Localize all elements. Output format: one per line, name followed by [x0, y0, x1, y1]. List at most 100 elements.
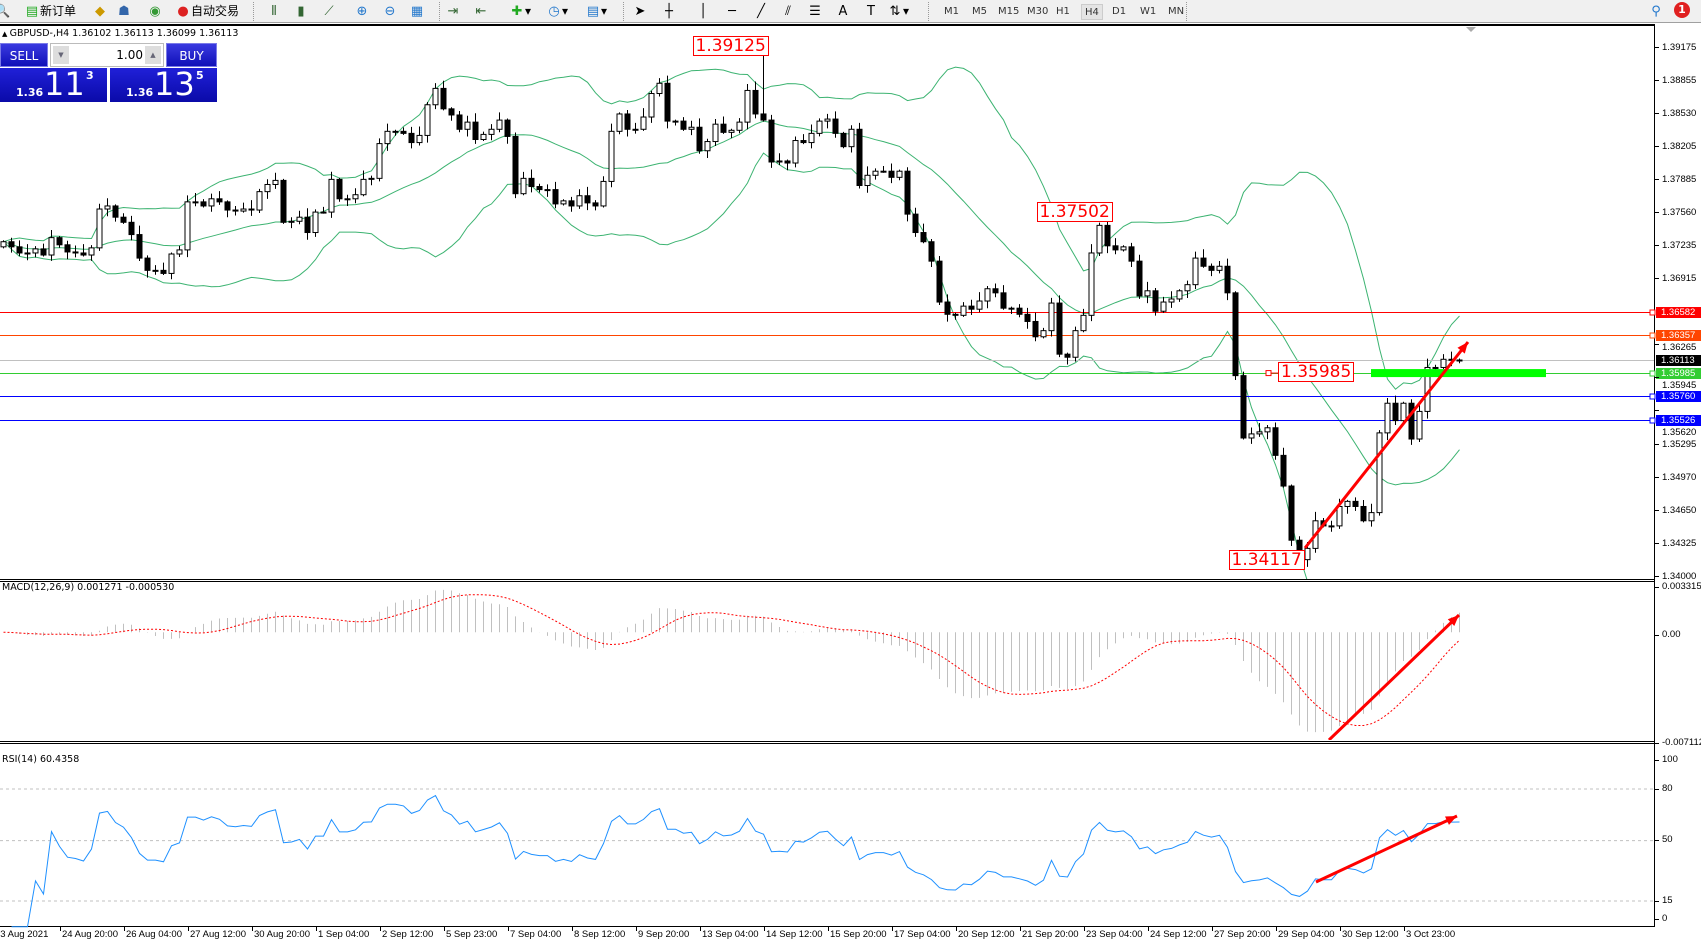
candle-bullish [688, 126, 695, 130]
timeframe-mn[interactable]: MN [1168, 6, 1185, 17]
time-axis-tick [1276, 927, 1277, 931]
level-handle [1649, 309, 1656, 316]
candle-bearish [408, 132, 415, 144]
price-axis-tick [1655, 543, 1659, 544]
candle-bearish [952, 313, 959, 316]
candle-bullish [960, 305, 967, 316]
vertical-line-icon[interactable]: │ [699, 4, 707, 19]
price-axis-tick [1655, 477, 1659, 478]
candle-bearish [16, 246, 23, 254]
candle-bearish [144, 257, 151, 271]
price-axis-label: 1.34970 [1662, 471, 1697, 483]
chart-shift-marker [1466, 27, 1476, 32]
timeframe-m1[interactable]: M1 [944, 6, 959, 17]
candle-bearish [944, 301, 951, 315]
horizontal-line-icon[interactable]: ─ [728, 4, 736, 19]
timeframe-d1[interactable]: D1 [1112, 6, 1127, 17]
candle-bearish [456, 114, 463, 130]
auto-trading-button[interactable]: ● 自动交易 [175, 3, 239, 20]
lot-value[interactable]: 1.00 [116, 48, 143, 62]
rsi-label: RSI(14) 60.4358 [2, 754, 80, 765]
text-icon[interactable]: A [838, 4, 848, 19]
crosshair-icon[interactable]: ┼ [665, 4, 673, 19]
candle-bearish [1024, 313, 1031, 322]
candle-bullish [576, 195, 583, 207]
pane-divider[interactable] [0, 579, 1655, 580]
timeframe-m15[interactable]: M15 [998, 6, 1020, 17]
candle-bearish [472, 121, 479, 141]
candle-bullish [1432, 366, 1439, 369]
candle-bullish [880, 170, 887, 173]
separator [928, 2, 929, 21]
time-axis-tick [1020, 927, 1021, 931]
trendline-icon[interactable]: ╱ [757, 4, 765, 19]
candle-bullish [360, 178, 367, 196]
search-icon[interactable]: ⚲ [1651, 4, 1661, 19]
notifications-button[interactable]: 1 [1674, 1, 1690, 18]
lot-size-input[interactable]: ▼ 1.00 ▲ [50, 43, 164, 67]
sell-button[interactable]: SELL [0, 43, 48, 67]
new-order-button[interactable]: ▤ 新订单 [24, 3, 76, 20]
text-label-icon[interactable]: T [867, 4, 875, 19]
zoom-in-icon[interactable]: ⊕ [356, 4, 368, 19]
candle-bearish [552, 189, 559, 205]
time-axis-label: 14 Sep 12:00 [766, 929, 823, 940]
search-icon[interactable]: 🔍 [0, 4, 11, 19]
time-axis-label: 21 Sep 20:00 [1022, 929, 1079, 940]
navigator-icon[interactable]: ☗ [118, 4, 130, 19]
sell-price[interactable]: 1.36 11 3 [0, 65, 107, 103]
lot-increase-button[interactable]: ▲ [145, 46, 161, 64]
time-axis-tick [892, 927, 893, 931]
cursor-icon[interactable]: ➤ [634, 4, 646, 19]
price-axis-tick [1655, 47, 1659, 48]
tile-windows-icon[interactable]: ▦ [410, 4, 424, 19]
candle-bearish [768, 119, 775, 163]
candle-bullish [864, 174, 871, 187]
candle-bearish [1408, 402, 1415, 440]
timeframe-h4[interactable]: H4 [1081, 4, 1103, 20]
price-annotation[interactable]: 1.37502 [1036, 202, 1113, 222]
arrows-icon[interactable]: ⇅ ▾ [889, 4, 910, 19]
buy-price[interactable]: 1.36 13 5 [110, 65, 217, 103]
timeframe-h1[interactable]: H1 [1056, 6, 1070, 17]
timeframe-m5[interactable]: M5 [972, 6, 987, 17]
indicators-icon[interactable]: ✚ ▾ [511, 4, 532, 19]
auto-scroll-icon[interactable]: ⇤ [475, 4, 487, 19]
price-annotation[interactable]: 1.35985 [1278, 362, 1355, 383]
periods-icon[interactable]: ◷ ▾ [548, 4, 569, 19]
fibonacci-icon[interactable]: ☰ [809, 4, 821, 19]
candle-bullish [176, 249, 183, 255]
lot-decrease-button[interactable]: ▼ [53, 46, 69, 64]
channels-icon[interactable]: ⫽ [785, 4, 791, 19]
timeframe-m30[interactable]: M30 [1027, 6, 1049, 17]
price-axis-label: 1.37235 [1662, 239, 1697, 251]
line-chart-icon[interactable]: ⟋ [324, 4, 334, 19]
price-axis-label: 1.37560 [1662, 206, 1697, 218]
candle-bearish [200, 201, 207, 207]
candle-bearish [1232, 292, 1239, 377]
templates-icon[interactable]: ▤ ▾ [586, 4, 608, 19]
zoom-out-icon[interactable]: ⊖ [384, 4, 396, 19]
metaeditor-icon[interactable]: ◆ [95, 4, 105, 19]
timeframe-w1[interactable]: W1 [1140, 6, 1157, 17]
candle-bullish [1144, 290, 1151, 297]
candle-bullish [352, 194, 359, 200]
candle-bullish [1216, 265, 1223, 271]
price-annotation[interactable]: 1.39125 [692, 36, 769, 57]
candle-bearish [1272, 427, 1279, 456]
buy-button[interactable]: BUY [166, 43, 217, 67]
candle-bearish [248, 208, 255, 211]
chart-shift-icon[interactable]: ⇥ [447, 4, 459, 19]
candle-bullish [824, 118, 831, 122]
candle-bullish [288, 220, 295, 223]
bar-chart-icon[interactable]: ⫴ [271, 4, 277, 19]
candlestick-icon[interactable]: ▮ [297, 4, 305, 19]
signals-icon[interactable]: ◉ [149, 4, 161, 19]
candle-bullish [560, 200, 567, 205]
price-level-label: 1.36582 [1656, 307, 1701, 318]
candle-bullish [792, 140, 799, 164]
price-annotation[interactable]: 1.34117 [1228, 550, 1305, 571]
pane-divider[interactable] [0, 741, 1655, 742]
price-axis-label: 1.37885 [1662, 173, 1697, 185]
